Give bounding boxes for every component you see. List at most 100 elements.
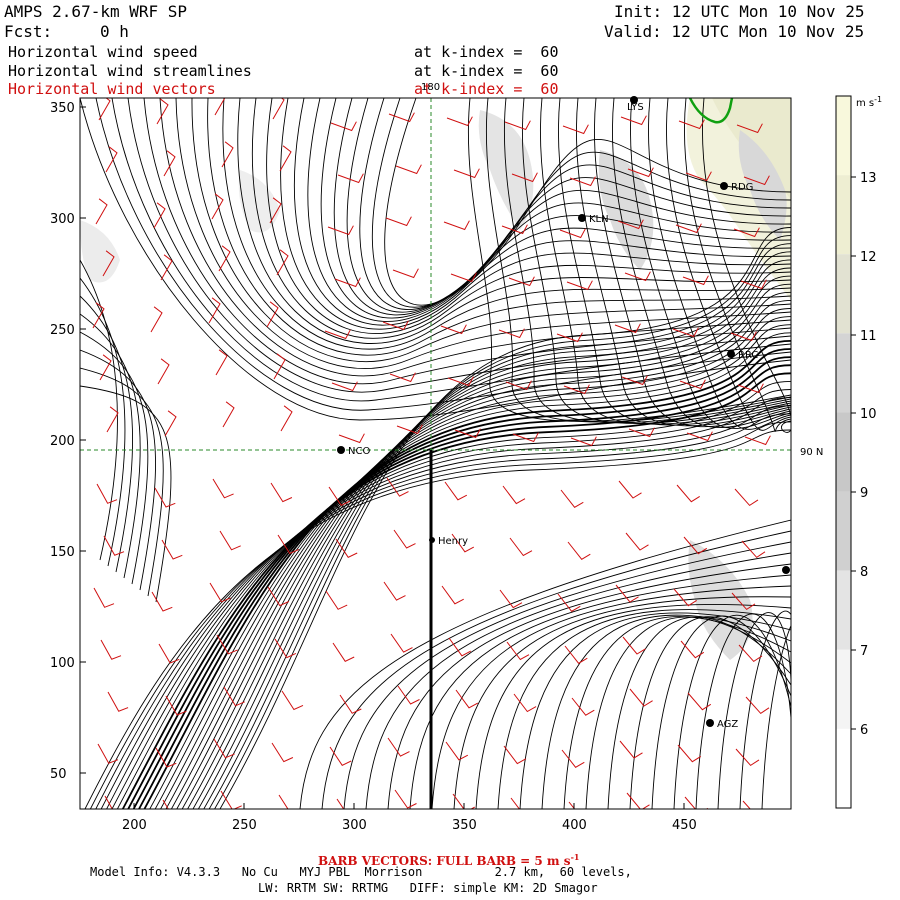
streamline [321, 530, 791, 809]
wind-barb [569, 176, 596, 187]
wind-barb [339, 694, 362, 714]
wind-barb [165, 695, 187, 716]
streamline [198, 259, 791, 809]
streamline [80, 259, 118, 561]
streamline [80, 295, 133, 573]
wind-barb [736, 123, 763, 134]
wind-barb [441, 585, 464, 605]
streamline [266, 98, 791, 335]
wind-barb [614, 323, 641, 334]
colorbar-label: 9 [860, 486, 868, 501]
wind-barb [444, 481, 468, 501]
wind-barb [677, 744, 702, 763]
wind-barb [686, 431, 713, 442]
wind-barb [281, 690, 304, 711]
streamline [143, 340, 791, 809]
wind-barb [745, 696, 770, 715]
wind-barb [151, 591, 173, 612]
wind-barb [509, 537, 533, 557]
colorbar-segment [836, 728, 851, 808]
field-3-name: Horizontal wind vectors [8, 80, 216, 98]
wind-barb [334, 277, 361, 288]
field-2-level: at k-index = 60 [414, 62, 559, 80]
streamline [175, 98, 791, 369]
wind-barb [563, 384, 590, 395]
wind-barb [270, 482, 293, 503]
x-tick-label: 200 [122, 818, 147, 833]
streamline [475, 604, 791, 809]
wind-barb [622, 636, 646, 655]
wind-barb [619, 740, 643, 759]
field-2-name: Horizontal wind streamlines [8, 62, 252, 80]
wind-barb [735, 748, 760, 767]
forecast-hour: 0 h [100, 22, 129, 41]
y-tick-label: 200 [50, 434, 75, 449]
wind-barb [678, 119, 705, 130]
wind-barb [389, 372, 416, 383]
streamline [467, 98, 791, 422]
colorbar-label: 8 [860, 565, 868, 580]
wind-barb [451, 533, 475, 553]
y-axis: 350 300 250 200 150 100 50 [50, 101, 86, 782]
wind-barb [395, 164, 422, 175]
streamline [80, 349, 157, 591]
streamline [343, 541, 791, 809]
wind-barb [621, 375, 648, 386]
wind-barb [278, 794, 300, 809]
streamline [280, 98, 791, 330]
wind-barb [95, 198, 108, 225]
wind-barb [161, 539, 183, 560]
wind-barb [162, 799, 169, 809]
wind-barb [211, 193, 224, 220]
streamline [117, 380, 791, 809]
wind-barb [627, 167, 654, 178]
wind-barb [96, 483, 118, 504]
streamline [299, 519, 791, 809]
wind-barb [508, 276, 535, 287]
y-tick-label: 300 [50, 212, 75, 227]
wind-barb [337, 173, 364, 184]
streamline [519, 612, 791, 809]
streamline [143, 98, 791, 385]
wind-barb [499, 589, 523, 609]
wind-barb [566, 280, 593, 291]
streamline [237, 98, 791, 344]
colorbar-label: 13 [860, 171, 877, 186]
wind-barb [628, 427, 655, 438]
wind-barb [267, 586, 290, 607]
streamline [111, 98, 791, 402]
wind-barb [675, 223, 702, 234]
colorbar-label: 6 [860, 723, 868, 738]
wind-barb [679, 379, 706, 390]
streamline [149, 332, 791, 809]
wind-barb [279, 145, 292, 172]
wind-barb [450, 272, 477, 283]
wind-barb [277, 534, 300, 555]
wind-barb [511, 172, 538, 183]
wind-barb [738, 644, 763, 663]
wind-barb [626, 792, 650, 809]
wind-barb [567, 541, 591, 560]
y-tick-label: 50 [50, 767, 67, 782]
x-tick-label: 250 [232, 818, 257, 833]
streamline [192, 267, 791, 809]
wind-barb [672, 327, 699, 338]
wind-barb [741, 540, 766, 559]
wind-barb [157, 358, 170, 385]
colorbar: 13 12 11 10 9 8 7 6 [835, 95, 877, 809]
model-title: AMPS 2.67-km WRF SP [4, 2, 188, 21]
streamline [695, 613, 791, 809]
wind-barb [107, 691, 129, 712]
streamline [673, 614, 791, 809]
wind-barb [213, 738, 235, 759]
streamline [106, 397, 791, 809]
wind-barb [209, 582, 231, 603]
colorbar-frame [835, 95, 852, 809]
wind-barb [392, 268, 419, 279]
wind-barb [734, 488, 759, 507]
streamline [485, 98, 791, 423]
colorbar-segment [836, 175, 851, 255]
wind-barb [386, 477, 409, 497]
wind-barb [164, 410, 177, 437]
wind-barb [271, 742, 294, 763]
